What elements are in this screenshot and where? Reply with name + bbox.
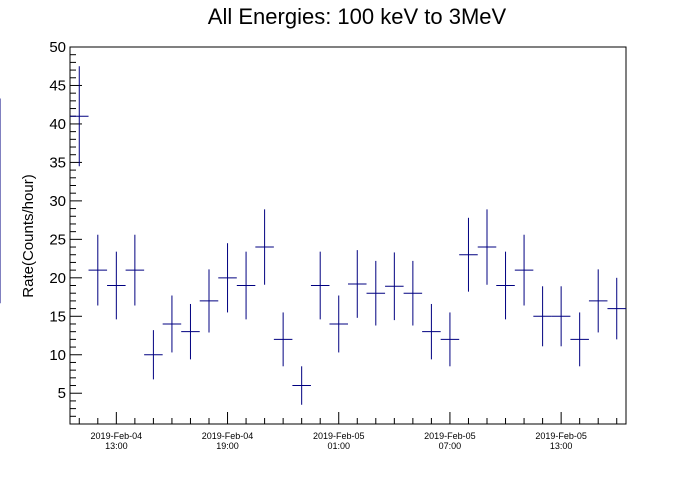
data-point [366,260,386,326]
data-point [144,330,163,380]
data-point [255,209,274,285]
data-point [218,243,237,313]
data-point [329,295,348,353]
data-point [236,251,256,320]
data-point [403,260,423,326]
y-axis-label: Rate(Counts/hour) [20,174,37,297]
y-tick-label: 25 [49,231,66,248]
x-tick-label-date: 2019-Feb-05 [535,431,587,441]
x-tick-label-date: 2019-Feb-04 [91,431,143,441]
data-point [273,312,293,367]
plot-frame [69,46,627,425]
data-point [551,286,571,347]
chart-title: All Energies: 100 keV to 3MeV [208,4,507,29]
data-point [588,269,608,333]
y-tick-label: 30 [49,193,66,210]
axes: 51015202530354045502019-Feb-0413:002019-… [49,39,627,451]
y-tick-label: 20 [49,270,66,287]
data-point [348,250,367,318]
data-point [422,303,441,360]
x-tick-label-time: 19:00 [216,441,239,451]
data-point [496,251,515,320]
y-tick-label: 15 [49,308,66,325]
data-point [570,312,589,367]
y-tick-label: 10 [49,347,66,364]
data-point [459,217,478,292]
data-point [310,251,330,320]
y-tick-label: 40 [49,116,66,133]
x-tick-label-date: 2019-Feb-05 [424,431,476,441]
x-tick-label-time: 07:00 [439,441,462,451]
data-point [440,312,460,367]
data-point [162,295,182,353]
data-point [107,251,126,320]
y-tick-label: 35 [49,154,66,171]
x-tick-label-time: 13:00 [550,441,573,451]
y-tick-label: 50 [49,39,66,56]
data-point [125,234,145,306]
x-tick-label-date: 2019-Feb-04 [202,431,254,441]
data-points [0,66,626,405]
data-point [199,269,219,333]
data-point [607,277,626,340]
data-point [514,234,534,306]
data-point [385,252,404,321]
data-point [88,234,108,306]
data-point [181,303,200,360]
y-tick-label: 5 [58,385,66,402]
data-point [533,286,552,347]
x-tick-label-date: 2019-Feb-05 [313,431,365,441]
data-point [292,366,311,405]
y-tick-label: 45 [49,77,66,94]
x-tick-label-time: 01:00 [327,441,350,451]
data-point [70,66,89,167]
x-tick-label-time: 13:00 [105,441,128,451]
data-point [477,209,497,285]
